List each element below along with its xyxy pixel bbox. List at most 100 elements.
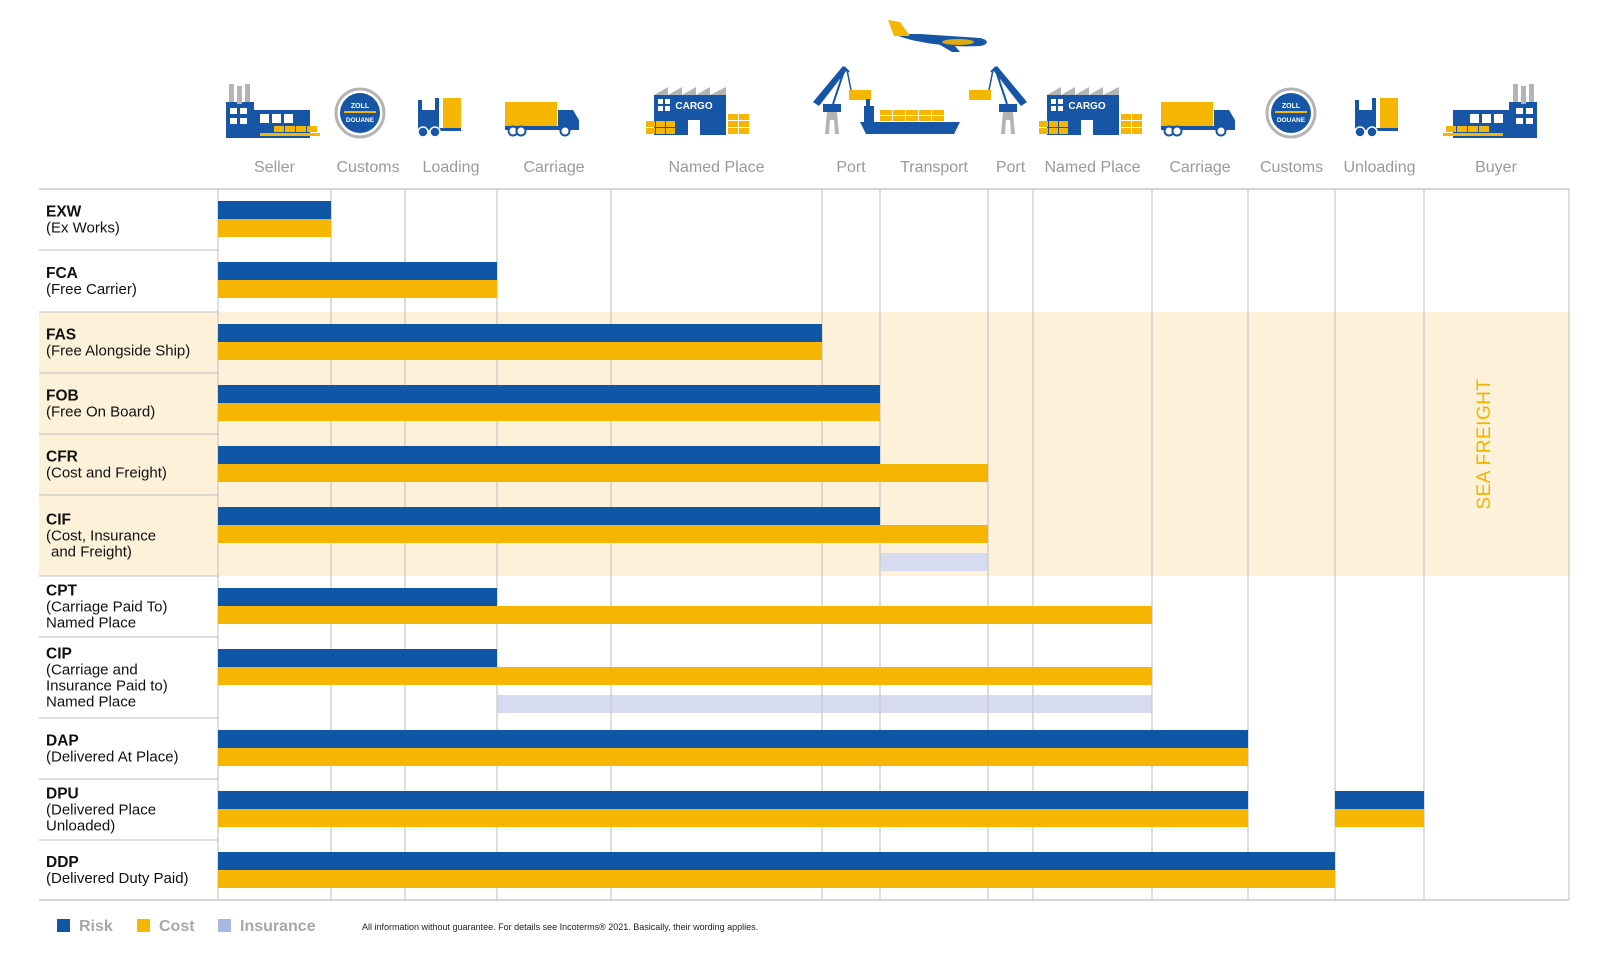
factory-window [1482,114,1491,123]
column-labels: Seller Customs Loading Carriage Named Place P… [254,159,1518,176]
row-name-line: Named Place [46,694,136,711]
column-label: Port [996,159,1026,176]
row-code: CFR [46,449,78,466]
pallet [296,126,306,132]
legend-label: Insurance [240,918,316,935]
factory-window [240,118,247,124]
truck-wheel [515,125,527,137]
cargo-box [1059,128,1068,134]
forklift-cab [421,110,435,130]
disclaimer-text: All information without guarantee. For d… [362,922,758,932]
cost-bar [218,667,1152,685]
insurance-bar [497,695,1152,713]
risk-bar [218,588,497,606]
row-code: EXW [46,204,82,221]
legend-swatch [57,919,70,932]
pallet [1446,126,1456,132]
crane-cable [988,69,994,91]
factory-chimney [1521,86,1526,104]
row-name-line: and Freight) [51,544,132,561]
warehouse-window [658,99,663,104]
truck-wheel [1215,125,1227,137]
forklift-frame [1355,100,1359,130]
row-name-line: (Carriage Paid To) [46,599,167,616]
pallet [285,126,295,132]
ship-hull [860,122,960,134]
factory-window [1516,118,1523,124]
warehouse-door [688,120,700,135]
cargo-box [1121,128,1131,134]
risk-bar [1335,791,1424,809]
forklift-load [443,98,461,128]
truck-cab [558,110,579,130]
port-crane-icon [813,66,871,134]
plane-tail [888,20,910,36]
warehouse-roof [1047,87,1119,95]
customs-stamp-icon: ZOLL DOUANE [334,87,386,139]
ship-container [906,110,918,115]
forklift-frame [418,100,422,130]
ship-container [893,116,905,121]
cargo-box [666,121,675,127]
row-name-line: (Cost and Freight) [46,465,167,482]
factory-window [260,114,269,123]
crane-boom [993,66,1027,106]
warehouse-label: CARGO [1068,101,1105,112]
stamp-text: DOUANE [346,117,375,124]
cost-bar [218,809,1248,827]
cargo-box [1049,128,1058,134]
truck-cab [1214,110,1235,130]
column-label: Loading [423,159,480,176]
row-name-line: (Delivered Duty Paid) [46,870,189,887]
customs-stamp-icon: ZOLL DOUANE [1265,87,1317,139]
row-name-line: (Delivered At Place) [46,749,179,766]
cost-bar [218,342,822,360]
cost-bar [218,606,1152,624]
column-icons: ZOLL DOUANE CARGO CARGO ZOLL DOUANE [226,20,1537,139]
forklift-mast [1372,98,1376,132]
column-label: Carriage [1169,159,1230,176]
row-name-line: Unloaded) [46,818,115,835]
crane-legs [1001,112,1015,134]
risk-cost-bars [218,201,1424,888]
column-label: Seller [254,159,296,176]
legend: Risk Cost Insurance All information without… [57,918,758,935]
cargo-box [646,128,655,134]
cargo-box [739,121,749,127]
cargo-warehouse-icon: CARGO [646,87,749,135]
factory-window [1494,114,1503,123]
cost-bar [218,280,497,298]
insurance-bar [880,553,988,571]
row-code: DPU [46,786,79,803]
row-name-line: (Ex Works) [46,220,120,237]
cargo-warehouse-icon: CARGO [1039,87,1142,135]
pallet [1479,126,1489,132]
factory-chimney [245,84,250,102]
crane-container [969,90,991,100]
legend-swatch [137,919,150,932]
cargo-box [656,121,665,127]
factory-window [1526,118,1533,124]
cargo-box [1132,114,1142,120]
forklift-icon [417,98,461,138]
crane-container [849,90,871,100]
forklift-icon [1354,98,1398,138]
cargo-box [728,128,738,134]
row-name-line: (Free Carrier) [46,281,137,298]
grid-lines [39,188,1570,901]
cargo-box [1132,128,1142,134]
cargo-box [739,128,749,134]
stamp-stripe [1275,111,1307,113]
factory-window [272,114,281,123]
row-name-line: Named Place [46,615,136,632]
cargo-box [1121,114,1131,120]
legend-label: Risk [79,918,113,935]
row-name-line: Insurance Paid to) [46,678,168,695]
risk-bar [218,262,497,280]
truck-trailer [505,102,557,128]
crane-cab [999,104,1017,112]
insurance-bars [497,553,1152,713]
row-name-line: (Carriage and [46,662,138,679]
risk-bar [218,791,1248,809]
cost-bar [218,219,331,237]
